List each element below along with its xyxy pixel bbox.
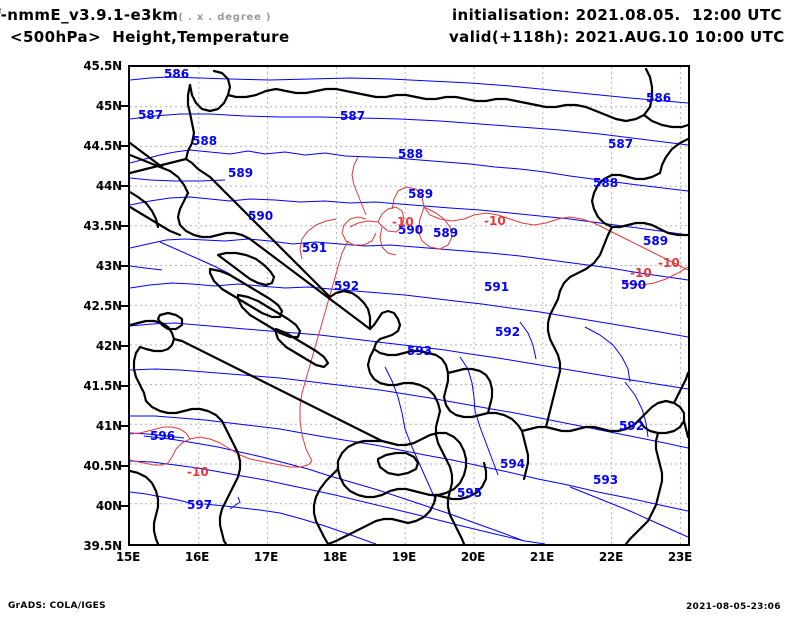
y-tick-label: 39.5N bbox=[83, 539, 122, 553]
x-tick-label: 15E bbox=[115, 550, 141, 564]
temperature-contours bbox=[130, 156, 688, 468]
svg-text:592: 592 bbox=[495, 325, 520, 339]
y-tick-label: 41.5N bbox=[83, 379, 122, 393]
y-tick-label: 44N bbox=[95, 179, 122, 193]
svg-text:589: 589 bbox=[433, 226, 458, 240]
header-model-name: f-nmmE_v3.9.1-e3km( . x . degree ) bbox=[0, 6, 271, 24]
svg-text:586: 586 bbox=[646, 91, 671, 105]
y-tick-label: 42N bbox=[95, 339, 122, 353]
svg-text:587: 587 bbox=[608, 137, 633, 151]
x-tick-label: 16E bbox=[184, 550, 210, 564]
x-tick-label: 23E bbox=[667, 550, 693, 564]
height-contour-labels: 586 586 587 587 587 588 588 588 589 589 … bbox=[138, 67, 671, 512]
svg-text:596: 596 bbox=[150, 429, 175, 443]
svg-text:587: 587 bbox=[340, 109, 365, 123]
height-contours bbox=[130, 76, 688, 544]
svg-text:591: 591 bbox=[302, 241, 327, 255]
y-tick-label: 44.5N bbox=[83, 139, 122, 153]
header-valid-time: valid(+118h): 2021.AUG.10 10:00 UTC bbox=[449, 28, 785, 46]
model-resolution-text: ( . x . degree ) bbox=[178, 12, 272, 23]
y-tick-label: 45N bbox=[95, 99, 122, 113]
svg-text:592: 592 bbox=[334, 279, 359, 293]
svg-text:593: 593 bbox=[407, 344, 432, 358]
x-tick-label: 18E bbox=[322, 550, 348, 564]
svg-text:590: 590 bbox=[398, 223, 423, 237]
coastlines-and-borders bbox=[130, 67, 688, 544]
y-tick-label: 40N bbox=[95, 499, 122, 513]
svg-text:588: 588 bbox=[192, 134, 217, 148]
y-tick-label: 43.5N bbox=[83, 219, 122, 233]
x-tick-label: 20E bbox=[460, 550, 486, 564]
x-tick-label: 19E bbox=[391, 550, 417, 564]
svg-text:-10: -10 bbox=[630, 266, 652, 280]
svg-text:590: 590 bbox=[248, 209, 273, 223]
svg-text:594: 594 bbox=[500, 457, 525, 471]
svg-text:589: 589 bbox=[408, 187, 433, 201]
contour-map-plot: 586 586 587 587 587 588 588 588 589 589 … bbox=[128, 65, 690, 546]
svg-text:-10: -10 bbox=[484, 214, 506, 228]
svg-text:588: 588 bbox=[398, 147, 423, 161]
svg-text:-10: -10 bbox=[187, 465, 209, 479]
svg-text:589: 589 bbox=[228, 166, 253, 180]
svg-text:595: 595 bbox=[457, 486, 482, 500]
header-initialisation-time: initialisation: 2021.08.05. 12:00 UTC bbox=[452, 6, 782, 24]
svg-text:587: 587 bbox=[138, 108, 163, 122]
y-tick-label: 43N bbox=[95, 259, 122, 273]
svg-text:592: 592 bbox=[619, 419, 644, 433]
x-tick-label: 21E bbox=[529, 550, 555, 564]
svg-text:589: 589 bbox=[643, 234, 668, 248]
svg-text:-10: -10 bbox=[392, 215, 414, 229]
y-tick-label: 42.5N bbox=[83, 299, 122, 313]
map-svg: 586 586 587 587 587 588 588 588 589 589 … bbox=[130, 67, 688, 544]
grads-credit: GrADS: COLA/IGES bbox=[8, 601, 106, 611]
svg-text:-10: -10 bbox=[658, 256, 680, 270]
y-tick-label: 45.5N bbox=[83, 59, 122, 73]
svg-text:591: 591 bbox=[484, 280, 509, 294]
temperature-contour-labels: -10 -10 -10 -10 -10 bbox=[187, 214, 680, 479]
model-name-text: f-nmmE_v3.9.1-e3km bbox=[0, 6, 179, 24]
svg-text:586: 586 bbox=[164, 67, 189, 81]
y-tick-label: 41N bbox=[95, 419, 122, 433]
svg-text:597: 597 bbox=[187, 498, 212, 512]
y-tick-label: 40.5N bbox=[83, 459, 122, 473]
x-tick-label: 22E bbox=[598, 550, 624, 564]
contour-labels: 586 586 587 587 587 588 588 588 589 589 … bbox=[138, 67, 680, 512]
svg-text:593: 593 bbox=[593, 473, 618, 487]
header-level-fields: <500hPa> Height,Temperature bbox=[10, 28, 290, 46]
x-tick-label: 17E bbox=[253, 550, 279, 564]
render-timestamp: 2021-08-05-23:06 bbox=[686, 602, 781, 612]
svg-text:590: 590 bbox=[621, 278, 646, 292]
svg-text:588: 588 bbox=[593, 176, 618, 190]
